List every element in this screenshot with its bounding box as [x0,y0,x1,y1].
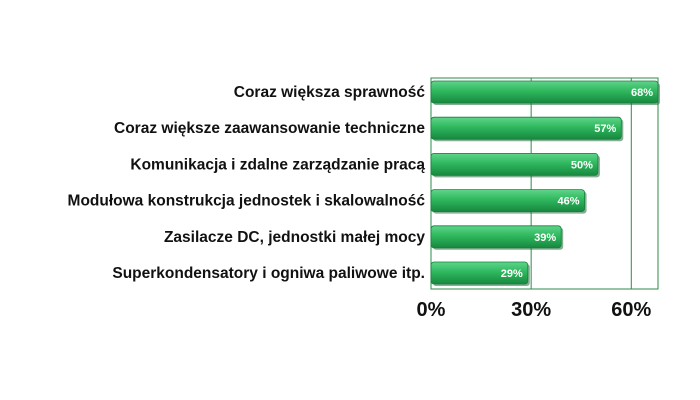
category-label: Coraz większe zaawansowanie techniczne [114,120,425,137]
category-label: Superkondensatory i ogniwa paliwowe itp. [112,265,425,282]
data-label: 39% [534,232,556,244]
category-labels: Coraz większa sprawność Coraz większe zaa… [68,84,426,282]
tick-label: 30% [511,299,551,321]
bar [430,189,585,213]
data-label: 50% [571,159,593,171]
bar [430,261,529,285]
plot-frame [430,77,659,290]
bar [430,80,659,104]
data-label: 57% [594,123,616,135]
category-label: Modułowa konstrukcja jednostek i skalowa… [68,193,426,210]
category-label: Coraz większa sprawność [234,84,426,101]
category-label: Zasilacze DC, jednostki małej mocy [164,229,425,246]
bars: 68% 57% 50% 46% 39% 29% [430,80,660,286]
data-label: 68% [631,87,653,99]
data-label: 46% [558,196,580,208]
data-label: 29% [501,268,523,280]
category-label: Komunikacja i zdalne zarządzanie pracą [130,156,425,173]
tick-label: 0% [417,299,446,321]
bar [430,225,562,249]
bar [430,116,622,140]
x-axis-ticks: 0% 30% 60% [417,299,652,321]
tick-label: 60% [611,299,651,321]
bar [430,152,599,176]
gridlines [430,77,659,290]
